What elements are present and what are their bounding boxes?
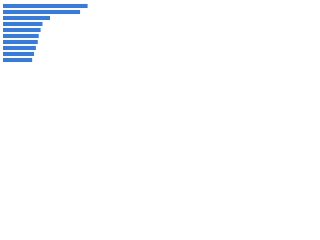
chart xyxy=(3,3,88,63)
bar xyxy=(3,51,35,57)
bar xyxy=(3,45,36,51)
bar xyxy=(3,27,41,33)
bar xyxy=(3,21,43,27)
page: {"chart_data": {"type": "bar", "orientat… xyxy=(0,0,100,71)
bar xyxy=(3,3,88,9)
bar xyxy=(3,15,50,21)
bar xyxy=(3,33,39,39)
bar xyxy=(3,39,38,45)
bar xyxy=(3,57,33,63)
bar xyxy=(3,9,81,15)
